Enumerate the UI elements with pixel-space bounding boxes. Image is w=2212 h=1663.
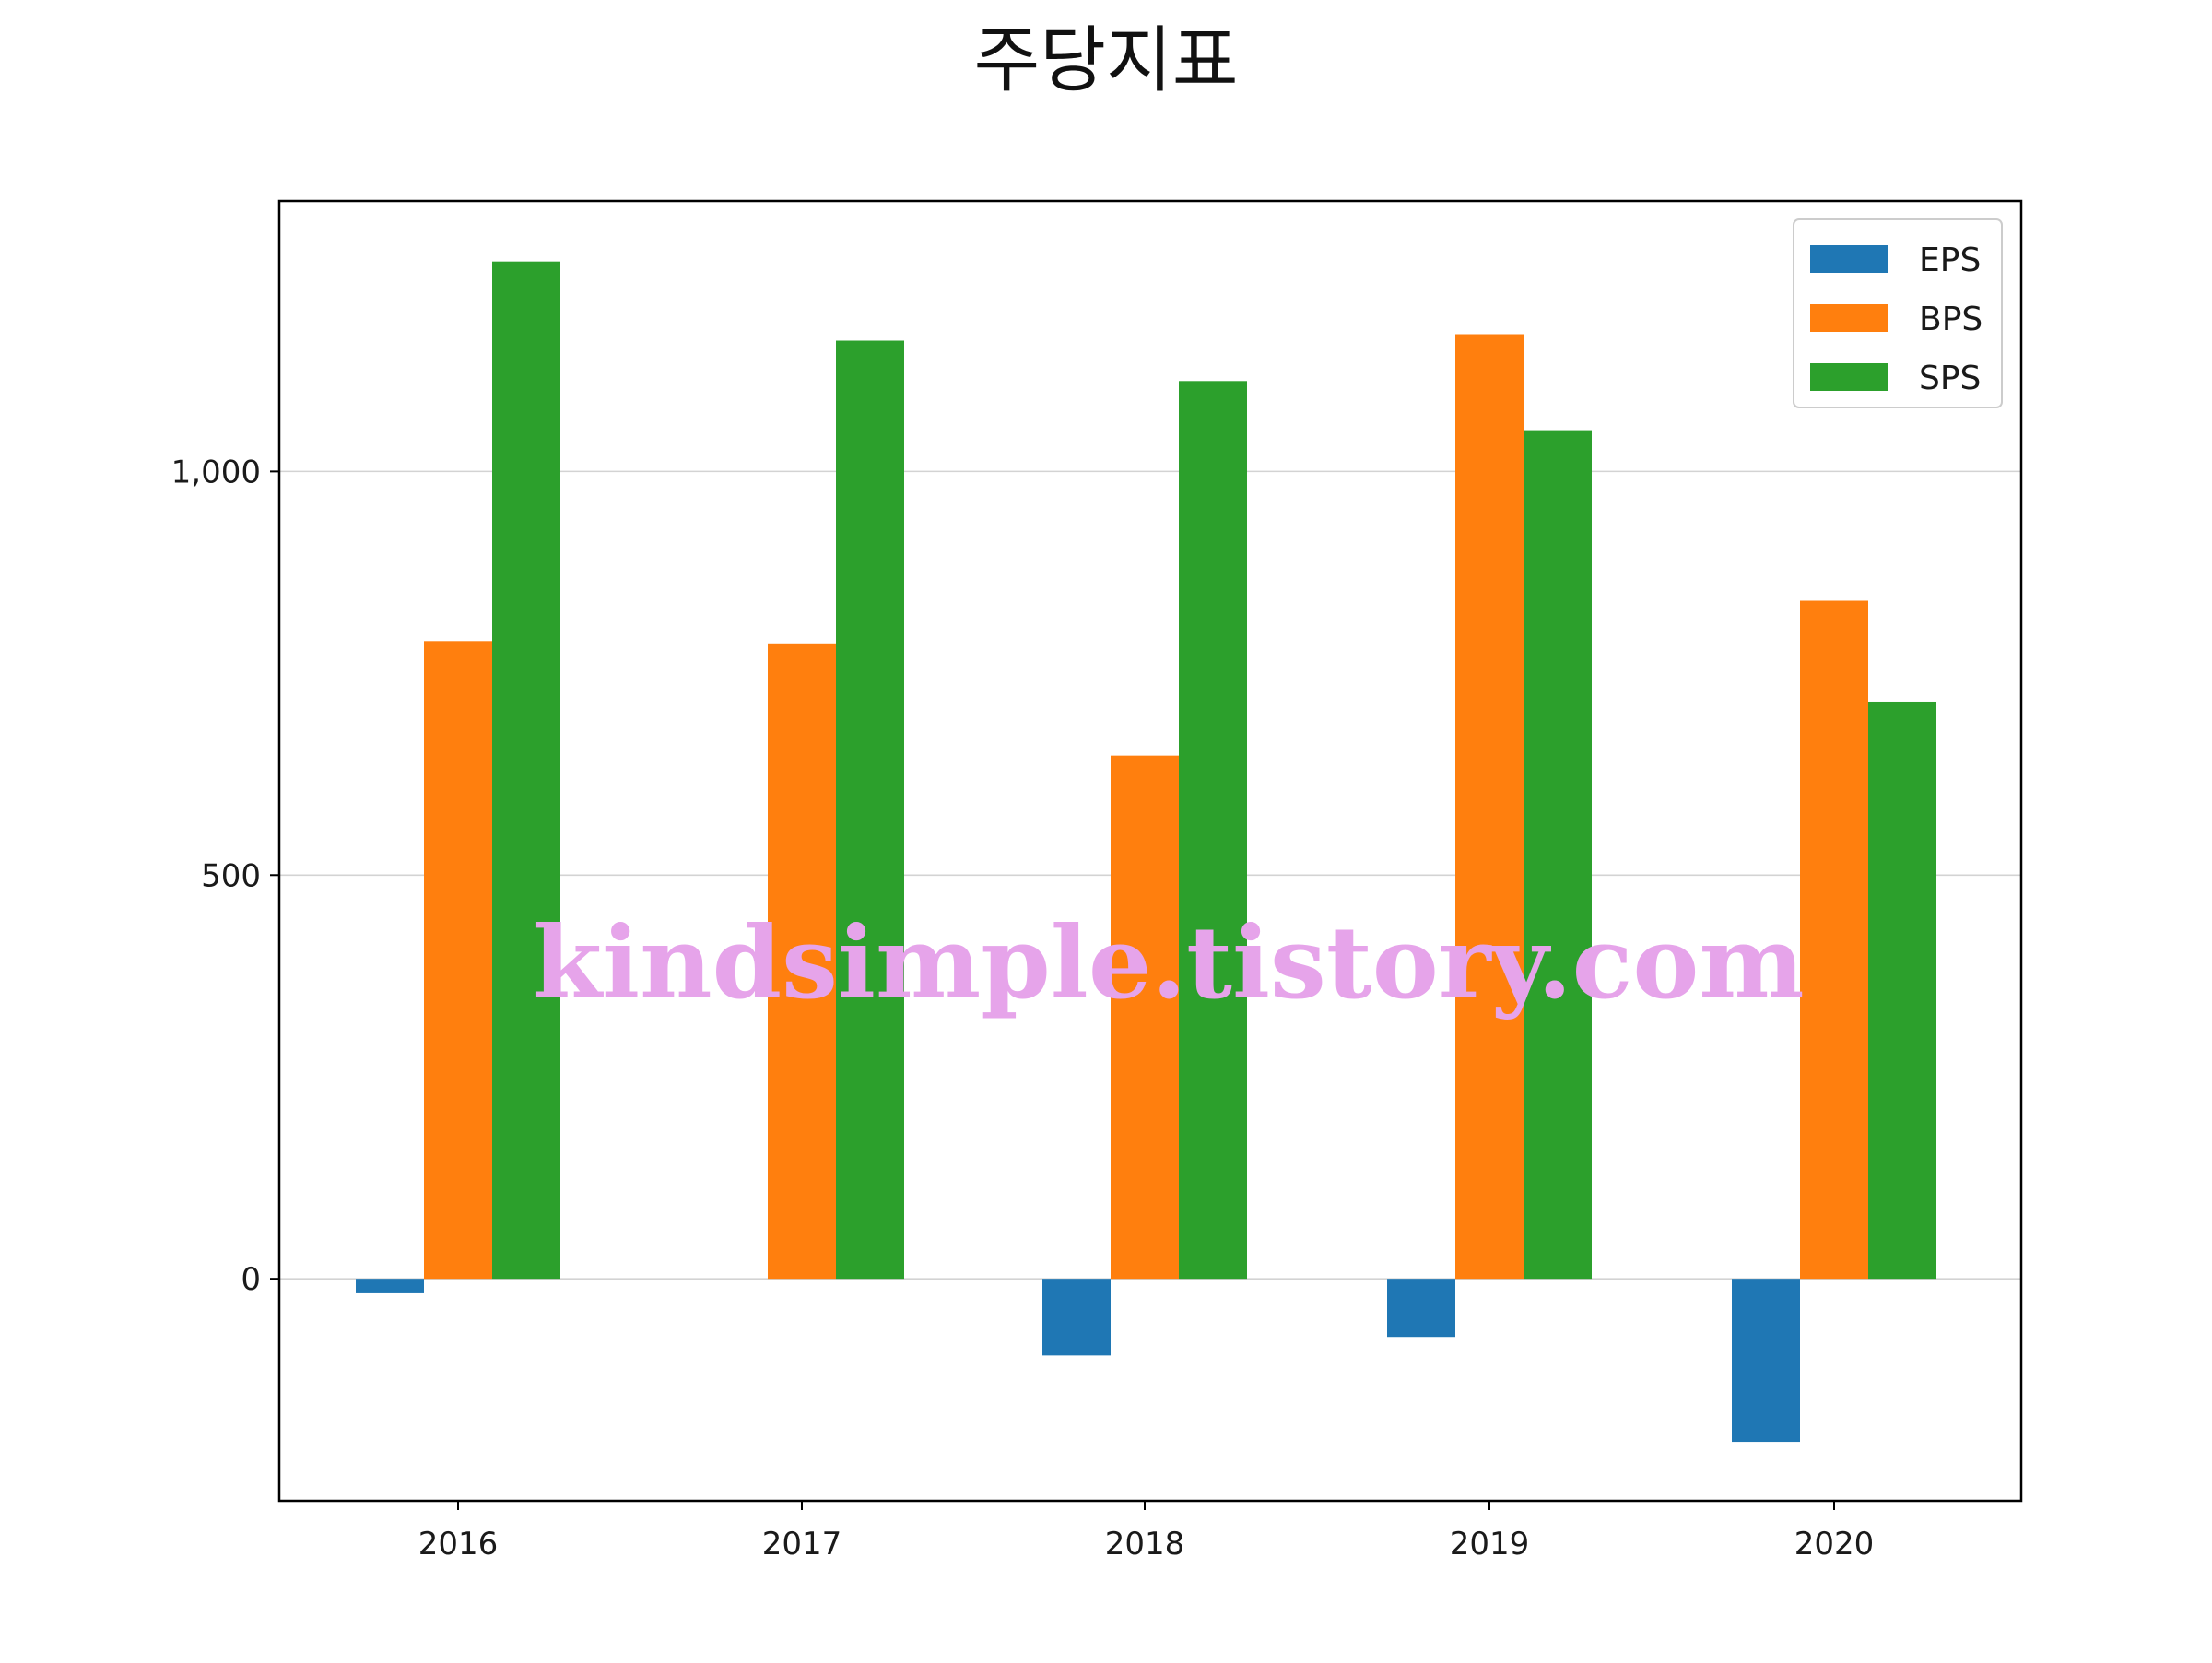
x-tick-label: 2020 xyxy=(1794,1526,1875,1563)
bar-sps-2017 xyxy=(836,340,904,1280)
plot-frame xyxy=(277,199,2023,1503)
legend: EPS BPS SPS xyxy=(1793,218,2003,408)
legend-swatch-sps xyxy=(1810,363,1888,391)
legend-label-eps: EPS xyxy=(1919,242,1981,279)
watermark-text: kindsimple.tistory.com xyxy=(533,905,1804,1021)
bars xyxy=(356,261,1936,1443)
legend-swatch-eps xyxy=(1810,245,1888,273)
x-tick-label: 2016 xyxy=(418,1526,499,1563)
legend-label-bps: BPS xyxy=(1919,301,1983,338)
bar-bps-2017 xyxy=(768,643,836,1280)
y-tick-label: 1,000 xyxy=(171,454,261,490)
legend-swatch-bps xyxy=(1810,304,1888,332)
bar-sps-2018 xyxy=(1179,381,1247,1280)
bar-eps-2019 xyxy=(1387,1279,1455,1338)
y-tick-label: 0 xyxy=(241,1261,261,1298)
chart-title: 주당지표 xyxy=(973,19,1238,102)
bar-eps-2018 xyxy=(1042,1279,1111,1356)
bar-eps-2016 xyxy=(356,1279,424,1293)
x-tick-label: 2019 xyxy=(1450,1526,1530,1563)
x-tick-label: 2017 xyxy=(762,1526,842,1563)
legend-label-sps: SPS xyxy=(1919,360,1981,397)
bar-sps-2016 xyxy=(492,261,560,1280)
bar-eps-2020 xyxy=(1732,1279,1800,1443)
bar-bps-2020 xyxy=(1800,600,1868,1280)
bar-sps-2019 xyxy=(1524,430,1592,1280)
bar-bps-2019 xyxy=(1455,334,1524,1280)
bar-bps-2016 xyxy=(424,641,492,1280)
bar-bps-2018 xyxy=(1111,755,1179,1280)
y-axis: 0 500 1,000 xyxy=(171,454,279,1298)
x-axis: 2016 2017 2018 2019 2020 xyxy=(418,1501,1875,1563)
y-tick-label: 500 xyxy=(201,857,261,894)
x-tick-label: 2018 xyxy=(1105,1526,1185,1563)
bar-sps-2020 xyxy=(1868,701,1936,1280)
